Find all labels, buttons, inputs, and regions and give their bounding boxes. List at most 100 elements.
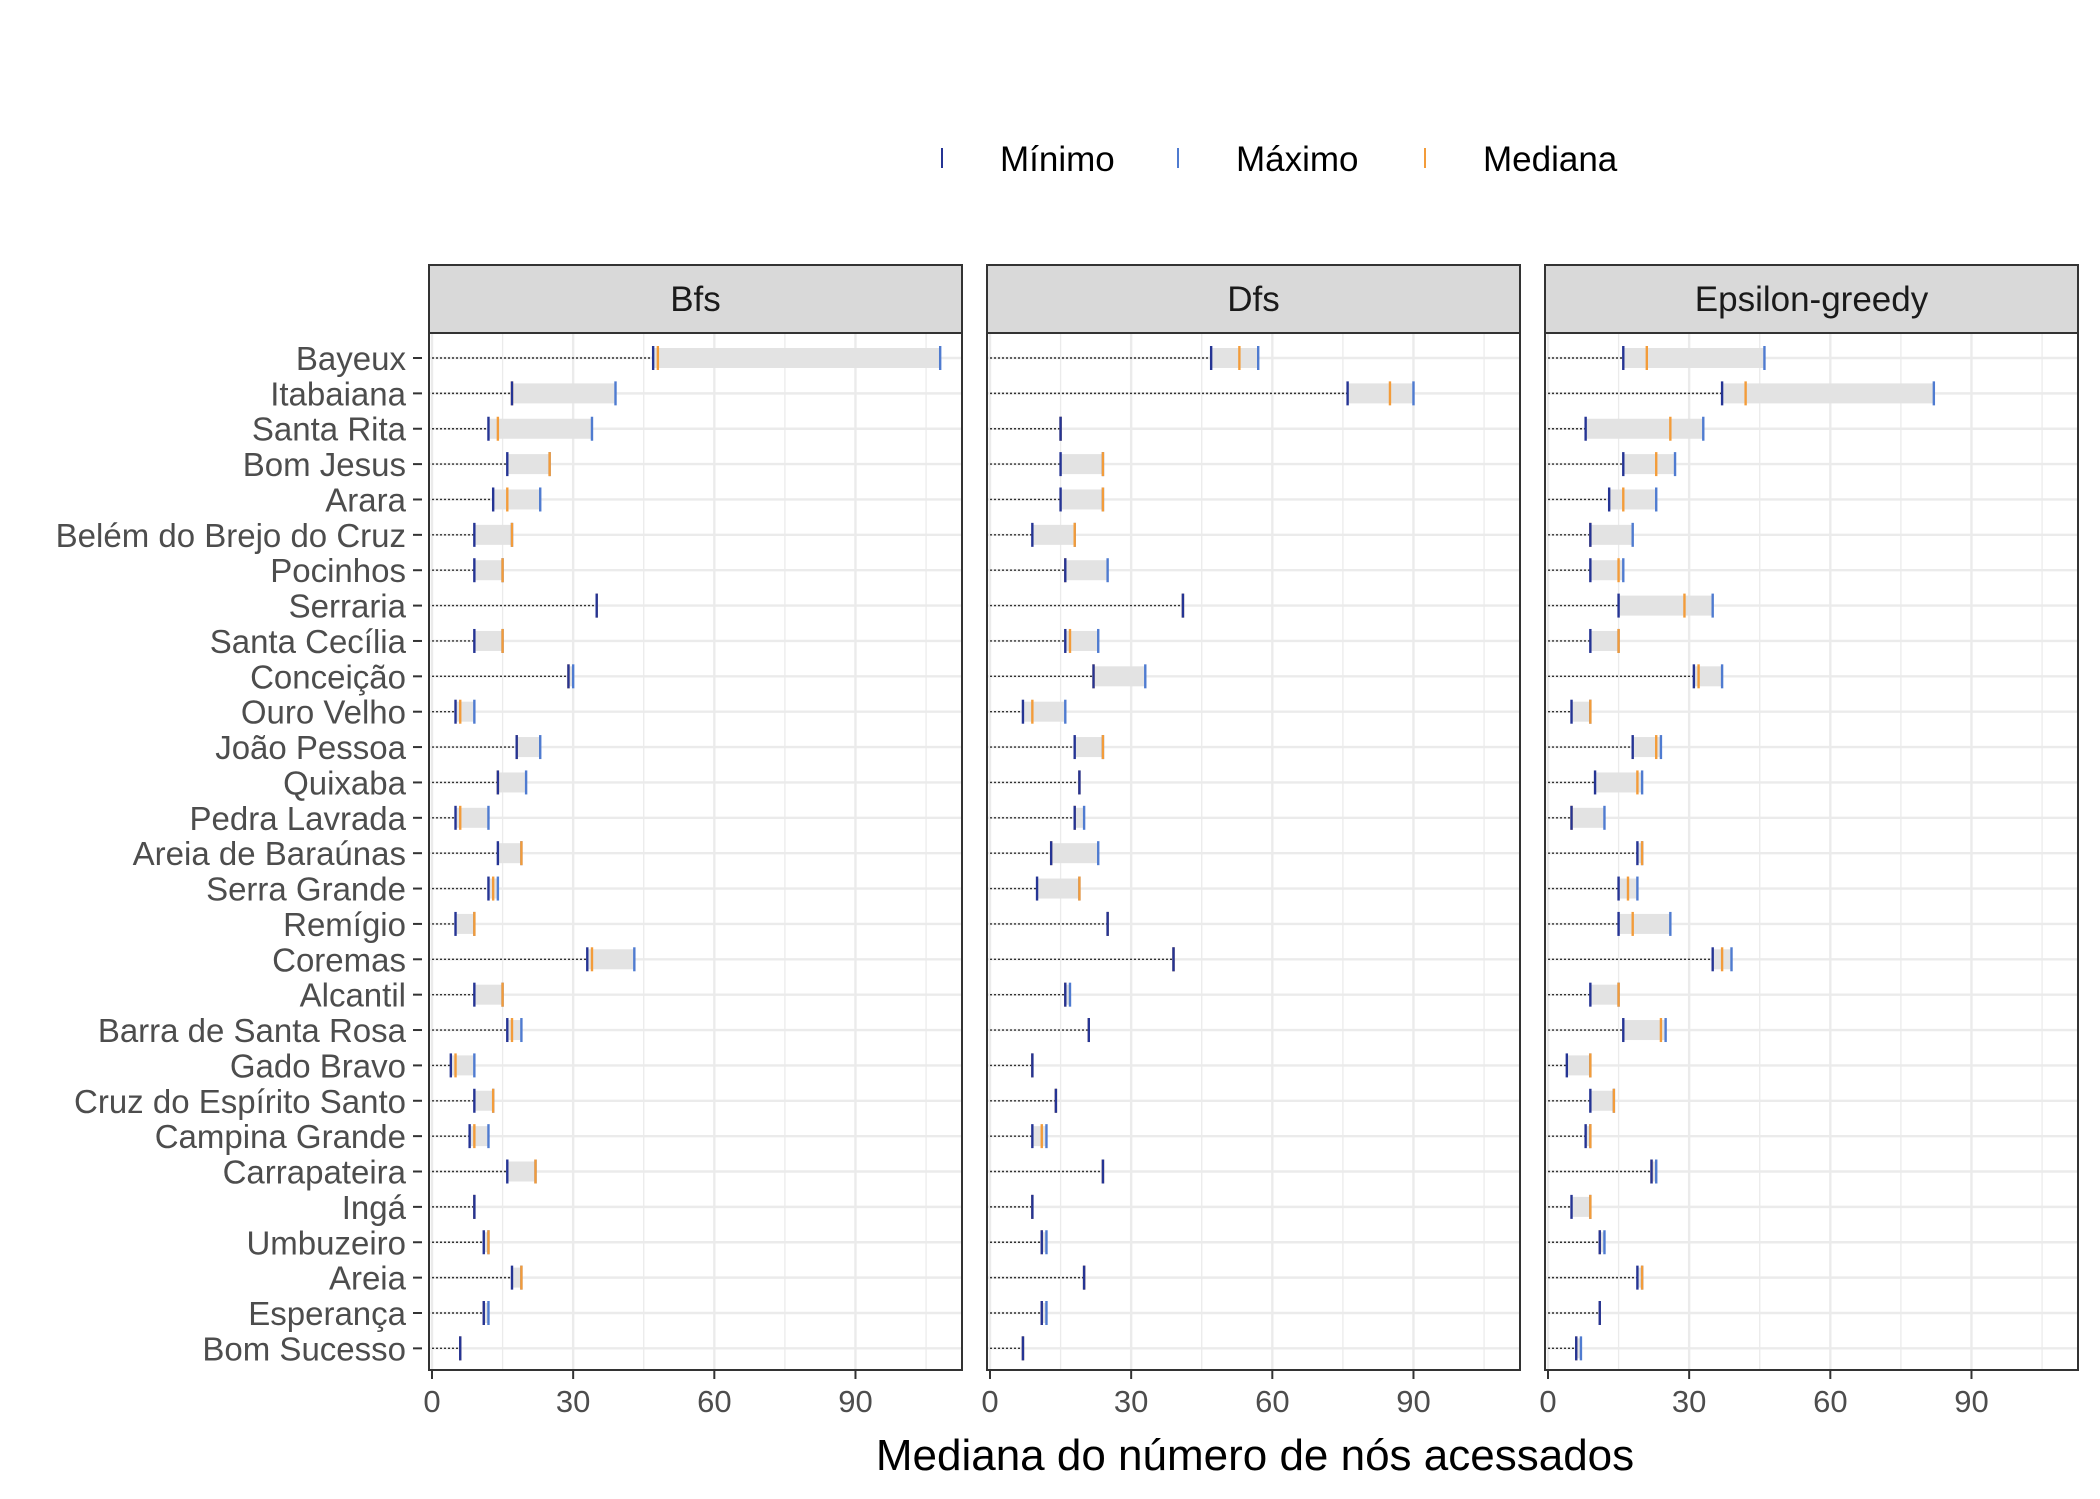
panel-border (428, 332, 963, 1371)
y-tick-label: Belém do Brejo do Cruz (56, 517, 406, 554)
data-row (432, 1265, 523, 1290)
range-bar (1065, 984, 1070, 1005)
range-bar (1060, 454, 1103, 475)
x-tick-label: 30 (556, 1384, 590, 1419)
range-bar (474, 630, 503, 651)
x-tick-label: 60 (1813, 1384, 1847, 1419)
range-bar (1051, 843, 1099, 864)
x-axis-title: Mediana do número de nós acessados (876, 1431, 1634, 1480)
data-row (432, 1336, 462, 1361)
legend-label-min: Mínimo (1000, 140, 1115, 179)
data-row (990, 1194, 1034, 1219)
data-row (990, 346, 1260, 370)
data-row (990, 1124, 1048, 1149)
y-tick-label: Serraria (289, 588, 407, 625)
data-row (432, 346, 942, 370)
y-tick-label: Bom Jesus (243, 446, 406, 483)
data-row (1548, 1053, 1592, 1078)
data-row (990, 416, 1062, 441)
range-bar (507, 454, 550, 475)
data-row (990, 699, 1067, 724)
data-row (432, 593, 598, 618)
data-row (990, 628, 1100, 653)
range-bar (455, 807, 489, 828)
data-row (432, 770, 528, 795)
data-row (1548, 381, 1936, 406)
y-tick-label: Areia (329, 1260, 407, 1297)
panel-background (1545, 333, 2078, 1370)
data-row (1548, 664, 1724, 689)
data-row (432, 911, 476, 936)
data-row (432, 416, 594, 441)
y-tick-label: Ingá (342, 1189, 407, 1226)
y-tick-label: Carrapateira (223, 1154, 407, 1191)
data-row (990, 1159, 1105, 1184)
range-bar (1618, 913, 1671, 934)
data-row (432, 558, 504, 583)
facet-strip-title: Epsilon-greedy (1695, 280, 1929, 319)
data-row (990, 487, 1105, 512)
range-bar (511, 1267, 522, 1288)
data-row (990, 664, 1147, 689)
panel-bfs: Bfs 0 30 60 90 (423, 264, 963, 1419)
range-bar (1590, 630, 1619, 651)
x-tick-label: 30 (1672, 1384, 1706, 1419)
data-row (432, 1124, 490, 1149)
range-bar (511, 383, 616, 404)
data-row (990, 1230, 1048, 1255)
range-bar (1623, 1020, 1666, 1041)
data-row (990, 1053, 1034, 1078)
range-bar (474, 1090, 494, 1111)
x-tick-label: 0 (1539, 1384, 1556, 1419)
data-row (990, 841, 1100, 866)
range-bar (483, 1302, 489, 1323)
data-row (990, 982, 1072, 1007)
y-tick-label: Umbuzeiro (246, 1224, 406, 1261)
data-row (432, 841, 523, 866)
range-bar (488, 418, 592, 439)
data-row (1548, 1336, 1583, 1361)
y-tick-label: Pedra Lavrada (190, 800, 407, 837)
data-row (990, 1336, 1025, 1361)
range-bar (1037, 878, 1080, 899)
data-row (1548, 346, 1766, 370)
data-row (1548, 947, 1733, 972)
x-tick-label: 90 (838, 1384, 872, 1419)
y-tick-label: Quixaba (283, 764, 407, 801)
range-bar (1032, 524, 1075, 545)
data-row (1548, 1265, 1644, 1290)
data-row (432, 1088, 495, 1113)
data-row (1548, 876, 1639, 901)
range-bar (1623, 348, 1765, 368)
range-bar (474, 524, 512, 545)
data-row (432, 1159, 537, 1184)
range-bar (455, 913, 475, 934)
range-bar (1590, 1090, 1614, 1111)
facet-strip (428, 264, 963, 334)
y-tick-label: Ouro Velho (241, 694, 406, 731)
data-row (990, 947, 1175, 972)
data-row (1548, 735, 1663, 760)
range-bar (1623, 454, 1676, 475)
facet-strip (986, 264, 1521, 334)
range-bar (1093, 666, 1146, 687)
range-bar (1693, 666, 1723, 687)
x-tick-label: 30 (1114, 1384, 1148, 1419)
panel-epsilon-greedy: Epsilon-greedy 0 30 60 90 (1539, 264, 2079, 1419)
data-row (1548, 522, 1634, 547)
y-tick-label: Santa Cecília (210, 623, 407, 660)
data-row (432, 982, 504, 1007)
range-bar (455, 701, 475, 722)
data-row (1548, 416, 1705, 441)
y-tick-label: Cruz do Espírito Santo (74, 1083, 406, 1120)
data-row (1548, 770, 1644, 795)
data-row (432, 381, 617, 406)
data-row (432, 452, 551, 477)
range-bar (1576, 1338, 1581, 1359)
x-tick-label: 0 (423, 1384, 440, 1419)
data-row (990, 770, 1081, 795)
data-row (432, 1018, 523, 1043)
data-row (990, 1265, 1086, 1290)
range-bar (1637, 1267, 1643, 1288)
